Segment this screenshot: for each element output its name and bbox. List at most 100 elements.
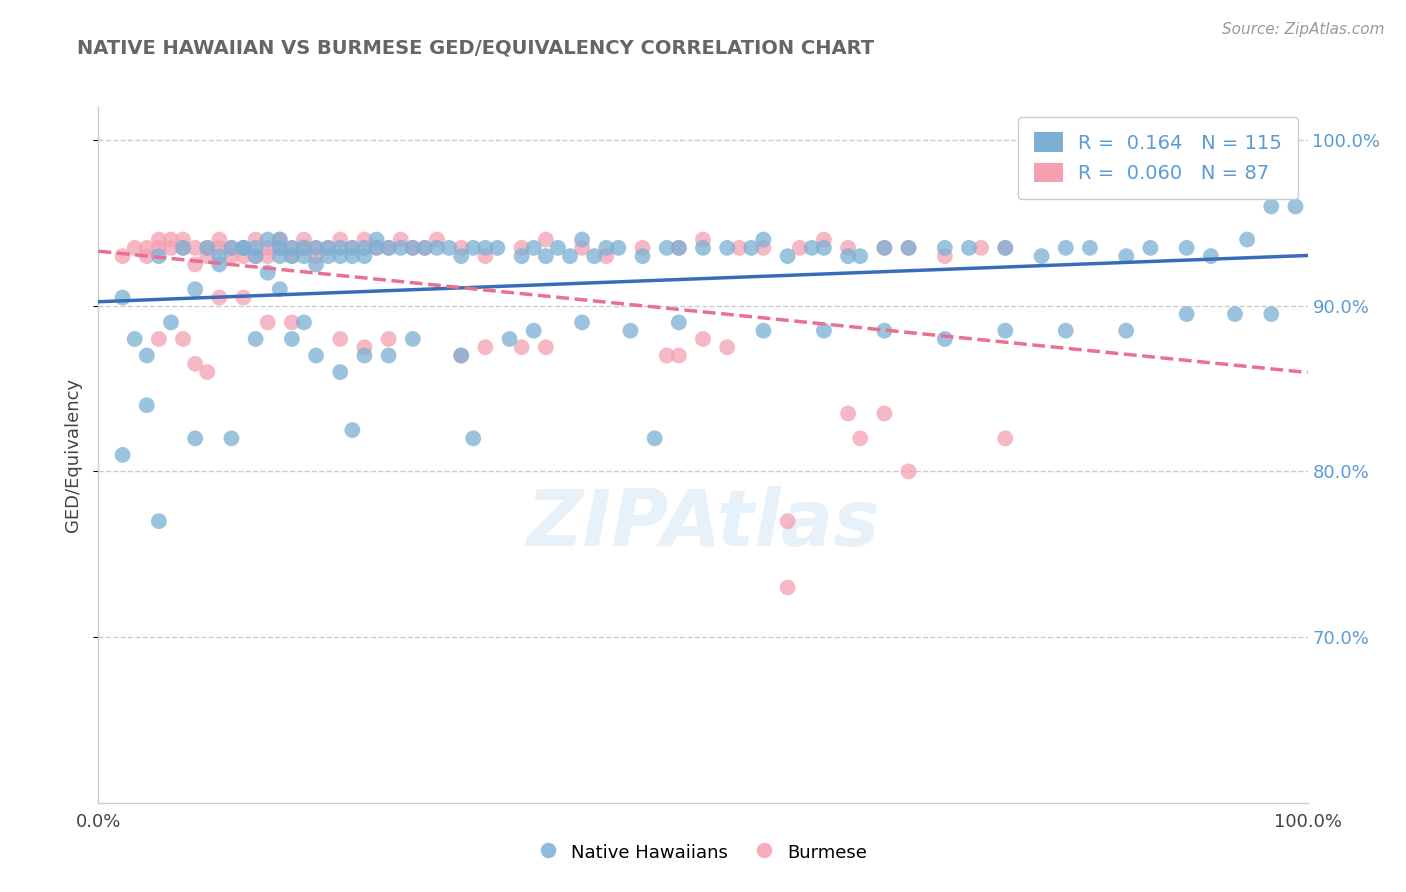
Point bbox=[873, 324, 896, 338]
Point bbox=[124, 241, 146, 255]
Point bbox=[534, 249, 557, 263]
Point bbox=[450, 241, 472, 255]
Point bbox=[269, 249, 291, 263]
Point bbox=[111, 448, 134, 462]
Point bbox=[837, 241, 859, 255]
Point bbox=[366, 233, 388, 247]
Point bbox=[498, 332, 520, 346]
Point bbox=[208, 257, 231, 271]
Point bbox=[195, 241, 218, 255]
Point bbox=[353, 349, 375, 363]
Point bbox=[232, 291, 254, 305]
Point bbox=[437, 241, 460, 255]
Point bbox=[281, 249, 304, 263]
Text: Source: ZipAtlas.com: Source: ZipAtlas.com bbox=[1222, 22, 1385, 37]
Point bbox=[752, 233, 775, 247]
Point bbox=[463, 241, 485, 255]
Point bbox=[547, 241, 569, 255]
Point bbox=[208, 233, 231, 247]
Point bbox=[269, 233, 291, 247]
Point bbox=[377, 332, 399, 346]
Point bbox=[994, 431, 1017, 445]
Point bbox=[329, 241, 352, 255]
Point bbox=[366, 241, 388, 255]
Point bbox=[692, 241, 714, 255]
Point bbox=[269, 233, 291, 247]
Point bbox=[316, 249, 339, 263]
Point bbox=[281, 241, 304, 255]
Point bbox=[510, 241, 533, 255]
Point bbox=[256, 315, 278, 329]
Point bbox=[402, 241, 425, 255]
Point bbox=[292, 241, 315, 255]
Point bbox=[1260, 307, 1282, 321]
Point bbox=[292, 315, 315, 329]
Point bbox=[692, 233, 714, 247]
Point bbox=[148, 514, 170, 528]
Point bbox=[124, 332, 146, 346]
Point bbox=[970, 241, 993, 255]
Point bbox=[281, 249, 304, 263]
Point bbox=[1115, 249, 1137, 263]
Point bbox=[413, 241, 436, 255]
Point bbox=[172, 241, 194, 255]
Point bbox=[305, 349, 328, 363]
Point bbox=[668, 241, 690, 255]
Text: NATIVE HAWAIIAN VS BURMESE GED/EQUIVALENCY CORRELATION CHART: NATIVE HAWAIIAN VS BURMESE GED/EQUIVALEN… bbox=[77, 39, 875, 58]
Point bbox=[269, 282, 291, 296]
Point bbox=[292, 241, 315, 255]
Point bbox=[619, 324, 641, 338]
Point bbox=[232, 241, 254, 255]
Point bbox=[463, 431, 485, 445]
Point bbox=[534, 233, 557, 247]
Point bbox=[184, 257, 207, 271]
Point bbox=[934, 332, 956, 346]
Point bbox=[195, 249, 218, 263]
Point bbox=[221, 241, 243, 255]
Point bbox=[789, 241, 811, 255]
Point bbox=[342, 241, 364, 255]
Point bbox=[655, 241, 678, 255]
Point bbox=[1054, 324, 1077, 338]
Point bbox=[716, 241, 738, 255]
Point bbox=[994, 241, 1017, 255]
Point bbox=[172, 332, 194, 346]
Point bbox=[413, 241, 436, 255]
Point bbox=[195, 241, 218, 255]
Point bbox=[305, 241, 328, 255]
Point bbox=[377, 349, 399, 363]
Point bbox=[668, 315, 690, 329]
Point bbox=[256, 266, 278, 280]
Point bbox=[426, 233, 449, 247]
Text: ZIPAtlas: ZIPAtlas bbox=[526, 486, 880, 563]
Point bbox=[957, 241, 980, 255]
Point bbox=[752, 324, 775, 338]
Point bbox=[534, 340, 557, 354]
Point bbox=[849, 249, 872, 263]
Point bbox=[281, 332, 304, 346]
Point bbox=[450, 249, 472, 263]
Point bbox=[813, 324, 835, 338]
Point bbox=[740, 241, 762, 255]
Point bbox=[245, 241, 267, 255]
Point bbox=[184, 431, 207, 445]
Point bbox=[426, 241, 449, 255]
Point bbox=[571, 241, 593, 255]
Point bbox=[873, 241, 896, 255]
Point bbox=[583, 249, 606, 263]
Point bbox=[366, 241, 388, 255]
Point bbox=[135, 349, 157, 363]
Point bbox=[558, 249, 581, 263]
Point bbox=[402, 241, 425, 255]
Point bbox=[813, 233, 835, 247]
Point bbox=[135, 241, 157, 255]
Point bbox=[837, 249, 859, 263]
Point bbox=[256, 241, 278, 255]
Point bbox=[208, 241, 231, 255]
Point bbox=[837, 407, 859, 421]
Point bbox=[523, 241, 546, 255]
Point bbox=[148, 249, 170, 263]
Point bbox=[316, 241, 339, 255]
Point bbox=[305, 241, 328, 255]
Point bbox=[474, 249, 496, 263]
